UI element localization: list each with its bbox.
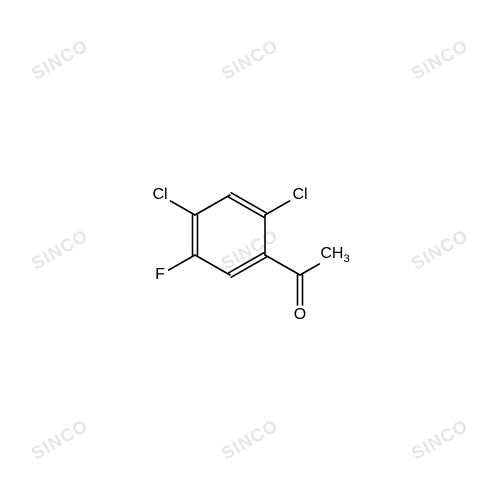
- molecule-structure: [0, 0, 500, 500]
- atom-label: CH3: [320, 245, 349, 265]
- atom-label: Cl: [152, 186, 167, 204]
- atom-label: O: [294, 306, 306, 324]
- atom-label: Cl: [292, 186, 307, 204]
- atom-label: F: [155, 266, 165, 284]
- figure-canvas: SINCOSINCOSINCOSINCOSINCOSINCOSINCOSINCO…: [0, 0, 500, 500]
